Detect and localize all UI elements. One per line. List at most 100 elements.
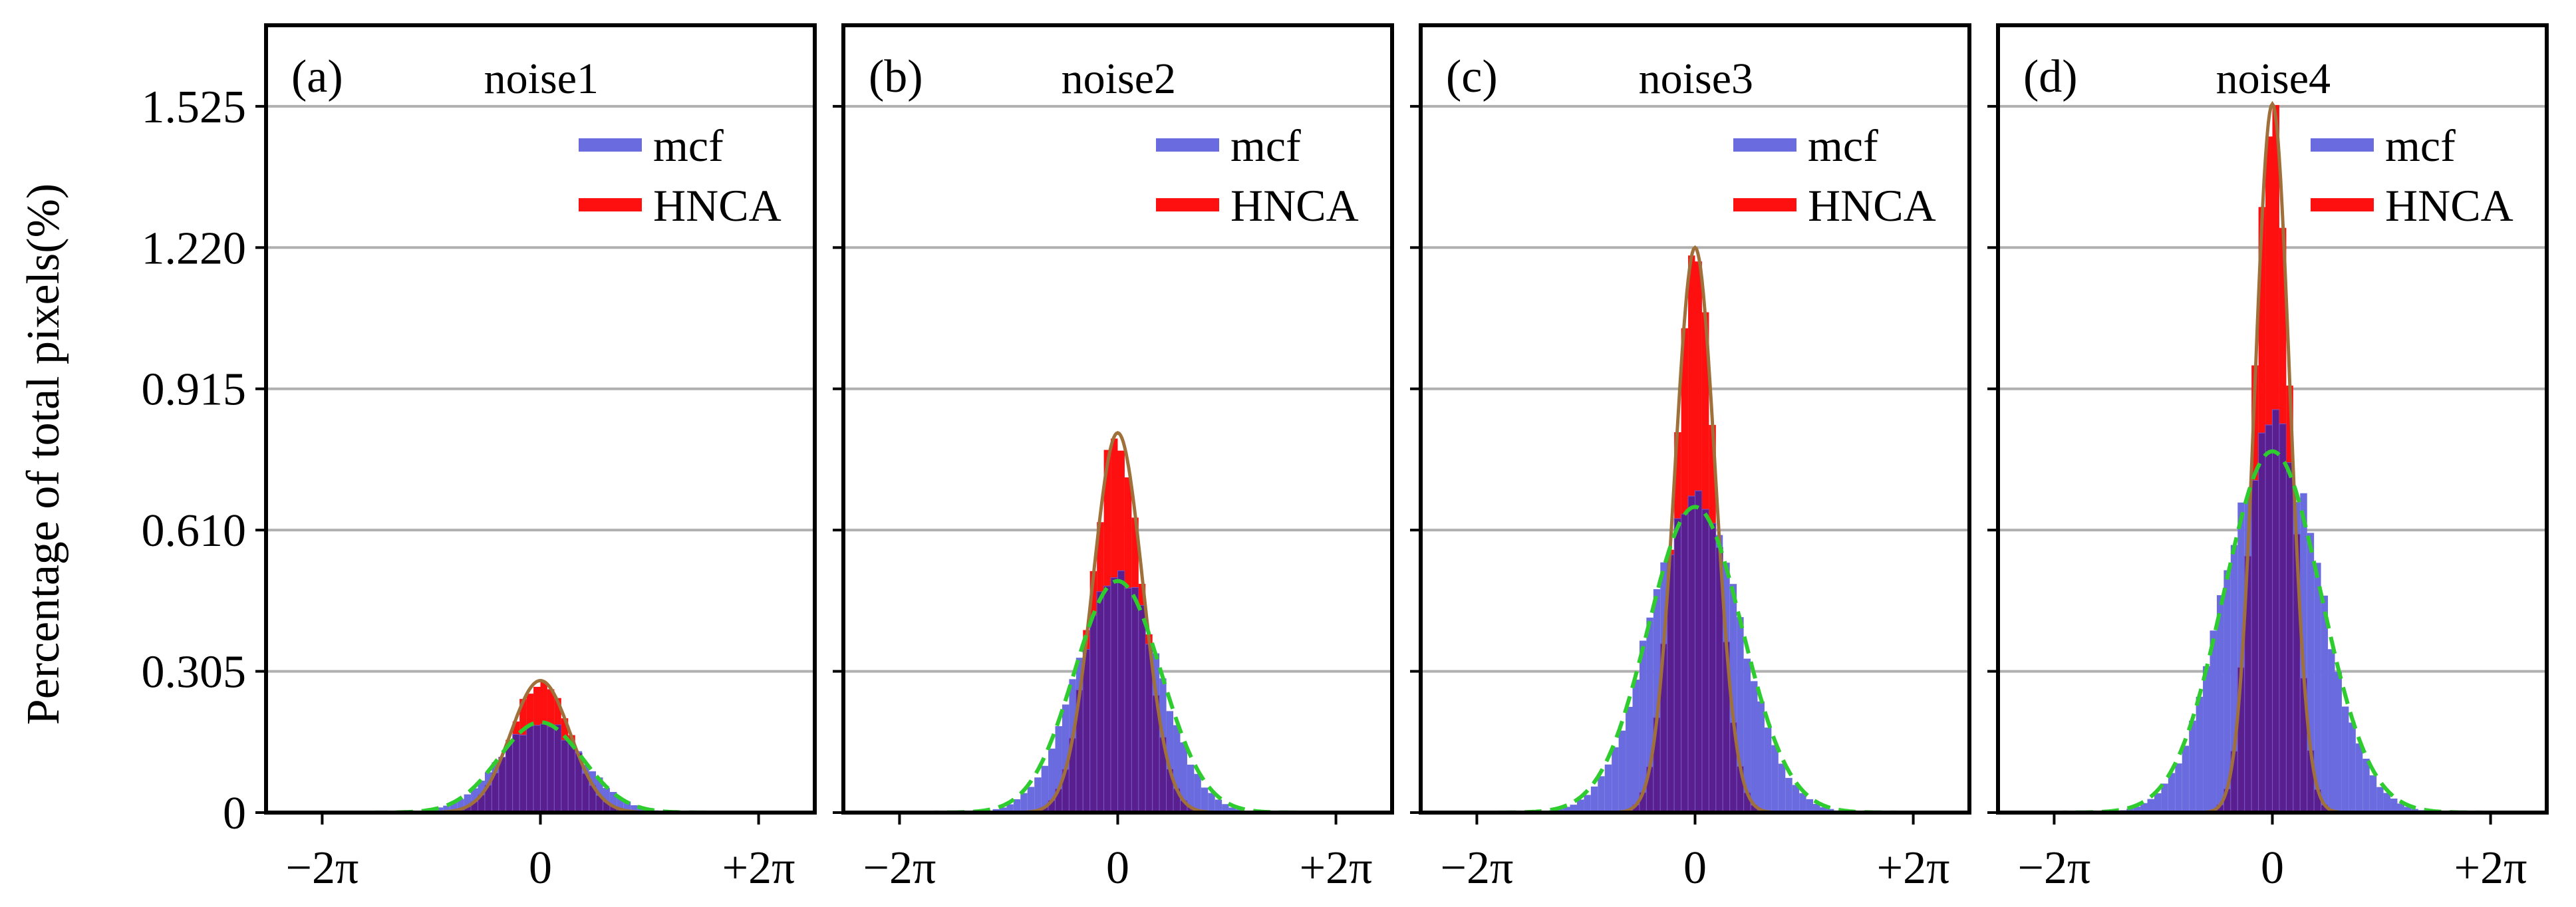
panel-2: −2π 0 +2π (b) noise2 mcf HNCA [833,23,1394,894]
panel-label: (c) [1446,51,1498,102]
mcf-bar [1027,787,1035,812]
overlap-bar [2285,462,2294,813]
mcf-bar [1048,748,1056,801]
mcf-bar [1180,742,1187,801]
mcf-bar [471,788,478,802]
mcf-bar [464,794,472,807]
mcf-bar [1604,764,1612,813]
mcf-bar [2133,807,2141,813]
x-tick-label: 0 [529,842,552,894]
overlap-bar [2251,480,2259,813]
hnca-bar [2272,104,2279,410]
mcf-bar [1222,804,1229,813]
mcf-bar [1598,776,1605,813]
mcf-bar [1208,793,1215,813]
mcf-bar [1806,799,1814,813]
mcf-bar [1729,584,1737,723]
legend-label: HNCA [2385,180,2513,231]
overlap-bar [1117,570,1125,813]
x-tick-label: −2π [2018,842,2091,894]
legend-label: HNCA [1808,180,1936,231]
mcf-bar [1194,773,1201,811]
overlap-bar [1110,577,1119,813]
mcf-bar [443,805,450,812]
mcf-bar [2300,493,2307,678]
x-tick-label: +2π [1877,842,1950,894]
mcf-bar [603,788,610,802]
mcf-bar [1785,777,1792,813]
overlap-bar [1673,518,1682,813]
mcf-bar [492,762,499,773]
mcf-bar [637,808,645,813]
hnca-bar [1103,450,1111,586]
mcf-bar [2341,706,2349,813]
overlap-bar [567,741,576,813]
overlap-bar [526,725,534,813]
hnca-bar [1097,522,1104,592]
mcf-bar [2355,743,2363,813]
overlap-bar [2279,423,2287,813]
hnca-bar [2265,136,2273,425]
mcf-bar [1062,704,1070,769]
mcf-bar [1646,617,1653,767]
mcf-bar [1757,701,1765,811]
mcf-bar [1764,727,1772,812]
hnca-bar [1688,255,1695,497]
mcf-bar [2397,803,2404,813]
y-tick-label: 0 [223,788,246,839]
panel-3: −2π 0 +2π (c) noise3 mcf HNCA [1410,23,1971,894]
mcf-bar [1660,562,1667,644]
mcf-bar [2154,793,2162,813]
hnca-bar [1124,477,1132,588]
mcf-bar [2140,803,2148,813]
overlap-bar [1708,523,1717,813]
mcf-bar [2237,502,2245,668]
legend-label: HNCA [1230,180,1359,231]
mcf-bar [1771,745,1779,813]
overlap-bar [505,743,513,813]
x-tick-label: +2π [722,842,795,894]
x-tick-label: +2π [2454,842,2527,894]
mcf-bar [1799,793,1806,813]
mcf-bar [1006,804,1014,813]
overlap-bar [2272,409,2280,813]
mcf-bar [457,799,464,809]
y-tick-label: 0.305 [142,647,247,698]
overlap-bar [512,733,520,813]
overlap-bar [2258,432,2266,813]
panel-label: (d) [2023,51,2078,102]
overlap-bar [1082,649,1091,813]
mcf-bar [2349,722,2356,813]
mcf-bar [1570,805,1577,813]
x-tick-label: −2π [863,842,936,894]
mcf-bar [2210,630,2217,811]
overlap-bar [1681,513,1689,813]
mcf-bar [1632,680,1640,805]
mcf-bar [2196,696,2204,813]
mcf-bar [2321,595,2329,805]
mcf-bar [623,801,631,811]
mcf-bar [2168,773,2176,813]
x-tick-label: +2π [1300,842,1373,894]
mcf-bar [1618,730,1626,812]
mcf-bar [1751,681,1758,805]
overlap-bar [1701,509,1709,813]
overlap-bar [561,739,569,813]
hnca-bar [1695,261,1702,491]
mcf-bar [2383,793,2391,813]
hnca-bar [540,682,547,725]
mcf-bar [1187,764,1195,807]
y-axis-label: Percentage of total pixels(%) [18,184,69,725]
mcf-bar [2362,759,2370,813]
mcf-bar [1173,725,1181,789]
mcf-bar [1576,799,1584,813]
legend-label: mcf [653,120,724,171]
hnca-bar [561,718,569,741]
mcf-bar [1563,807,1570,813]
mcf-bar [2182,745,2190,813]
mcf-bar [1020,793,1028,813]
mcf-bar [1626,706,1633,811]
mcf-bar [2230,545,2238,751]
mcf-bar [1792,785,1800,813]
